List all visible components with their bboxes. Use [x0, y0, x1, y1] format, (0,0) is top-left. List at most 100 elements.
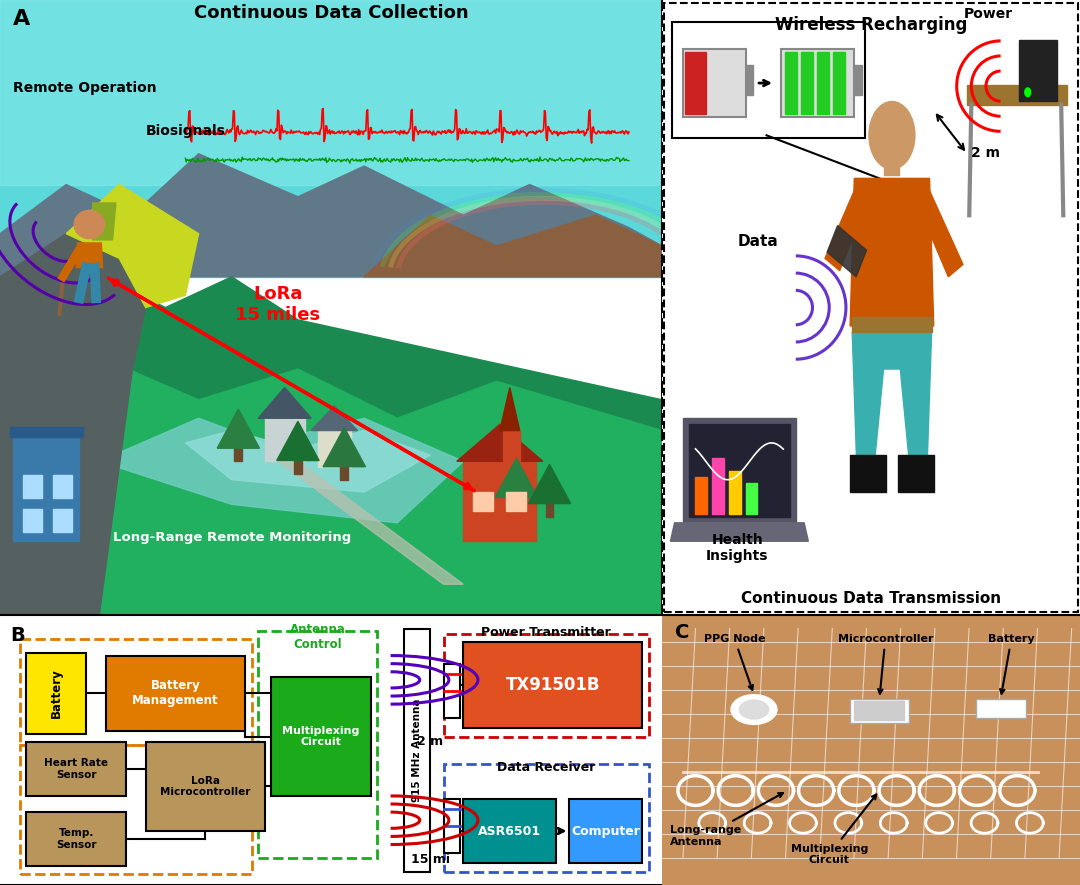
Text: Long-Range Remote Monitoring: Long-Range Remote Monitoring	[112, 531, 351, 544]
Bar	[785, 52, 797, 114]
Polygon shape	[850, 179, 934, 326]
Bar	[854, 702, 904, 720]
Bar	[265, 419, 305, 461]
Text: Multiplexing
Circuit: Multiplexing Circuit	[791, 795, 876, 866]
Text: Heart Rate
Sensor: Heart Rate Sensor	[44, 758, 108, 780]
Text: Computer: Computer	[571, 825, 640, 837]
Text: 2 m: 2 m	[971, 146, 1000, 160]
Bar	[53, 475, 71, 498]
Text: Multiplexing
Circuit: Multiplexing Circuit	[282, 726, 360, 747]
Bar	[745, 65, 753, 96]
Bar	[569, 798, 643, 864]
Bar	[444, 798, 460, 852]
Circle shape	[1025, 88, 1030, 96]
Bar	[852, 317, 932, 332]
Bar	[27, 653, 86, 734]
Circle shape	[731, 695, 777, 725]
Polygon shape	[500, 388, 519, 430]
Bar	[473, 492, 494, 511]
Text: Health
Insights: Health Insights	[706, 533, 769, 563]
Bar	[818, 52, 828, 114]
Bar	[899, 455, 934, 492]
Bar	[683, 50, 745, 117]
Text: ASR6501: ASR6501	[478, 825, 541, 837]
Polygon shape	[917, 190, 963, 277]
Bar	[463, 643, 643, 728]
Bar	[294, 455, 302, 473]
Bar	[0, 0, 662, 277]
Bar	[729, 471, 741, 513]
Bar	[854, 65, 862, 96]
Polygon shape	[671, 523, 808, 542]
Bar	[1020, 40, 1057, 102]
Text: Microcontroller: Microcontroller	[838, 634, 933, 694]
Text: LoRa
15 miles: LoRa 15 miles	[235, 285, 321, 324]
Bar	[463, 798, 556, 864]
Text: Continuous Data Transmission: Continuous Data Transmission	[741, 591, 1001, 605]
Bar	[23, 509, 42, 532]
Bar	[968, 85, 1067, 104]
Bar	[271, 677, 370, 796]
Text: Wireless Recharging: Wireless Recharging	[774, 16, 968, 34]
Text: Battery
Management: Battery Management	[132, 680, 219, 707]
Text: A: A	[13, 9, 30, 28]
Circle shape	[869, 102, 915, 169]
Text: Antenna
Control: Antenna Control	[289, 623, 346, 651]
Bar	[23, 475, 42, 498]
Polygon shape	[311, 406, 357, 430]
Bar	[444, 764, 649, 872]
Polygon shape	[99, 419, 463, 523]
Polygon shape	[662, 628, 1080, 872]
Text: C: C	[675, 623, 689, 643]
Text: Battery: Battery	[50, 668, 63, 719]
Bar	[712, 458, 724, 513]
Bar	[885, 135, 900, 175]
Text: Power: Power	[963, 7, 1013, 21]
Polygon shape	[496, 458, 538, 497]
Polygon shape	[457, 425, 543, 461]
Polygon shape	[364, 215, 662, 277]
Bar	[850, 455, 886, 492]
Bar	[827, 226, 866, 277]
Text: Remote Operation: Remote Operation	[13, 81, 157, 96]
Text: Battery: Battery	[988, 634, 1035, 694]
FancyBboxPatch shape	[673, 21, 865, 138]
Bar	[850, 699, 908, 723]
Polygon shape	[276, 421, 319, 460]
Bar	[146, 742, 265, 831]
Polygon shape	[76, 243, 103, 267]
Bar	[27, 742, 125, 796]
Text: Continuous Data Collection: Continuous Data Collection	[193, 4, 469, 22]
Polygon shape	[528, 465, 570, 504]
Bar	[444, 664, 460, 718]
Bar	[444, 634, 649, 736]
Bar	[545, 498, 553, 517]
Bar	[833, 52, 845, 114]
Polygon shape	[278, 461, 463, 584]
Bar	[507, 492, 526, 511]
Polygon shape	[683, 419, 796, 523]
Circle shape	[75, 211, 105, 239]
Bar	[13, 430, 80, 542]
Circle shape	[740, 700, 769, 719]
Bar	[685, 52, 706, 114]
Bar	[503, 430, 519, 461]
Bar	[106, 656, 245, 731]
Bar	[801, 52, 813, 114]
Text: Temp.
Sensor: Temp. Sensor	[56, 828, 96, 850]
Text: 915 MHz Antenna: 915 MHz Antenna	[413, 698, 422, 802]
Polygon shape	[852, 332, 932, 455]
Polygon shape	[0, 234, 146, 615]
Text: Data: Data	[738, 234, 779, 249]
Text: B: B	[10, 626, 25, 645]
Polygon shape	[0, 357, 662, 615]
Polygon shape	[0, 154, 662, 277]
Text: Biosignals: Biosignals	[146, 124, 226, 138]
Polygon shape	[93, 203, 116, 240]
Bar	[404, 628, 430, 872]
Bar	[463, 461, 537, 542]
Bar	[0, 0, 662, 184]
Polygon shape	[0, 258, 662, 615]
Bar	[975, 699, 1026, 718]
Bar	[318, 431, 351, 467]
